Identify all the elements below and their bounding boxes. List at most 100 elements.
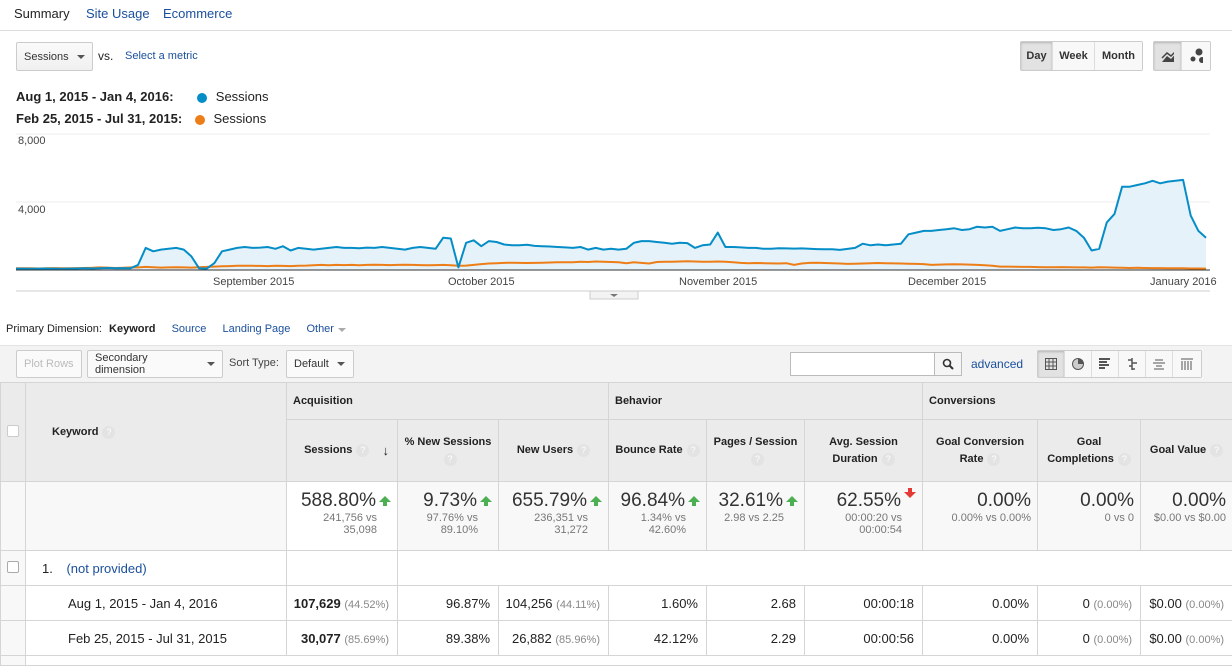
tab-site-usage[interactable]: Site Usage	[86, 6, 150, 21]
column-header-pages-session[interactable]: Pages / Session?	[707, 420, 805, 482]
help-icon[interactable]: ?	[444, 453, 457, 466]
sessions-chart: 8,000 4,000 September 2015 October 2015 …	[0, 130, 1232, 300]
sort-type-value: Default	[294, 358, 329, 370]
group-conversions: Conversions	[923, 383, 1232, 420]
table-toolbar: Plot Rows Secondary dimension Sort Type:…	[0, 345, 1232, 383]
next-row	[26, 656, 1232, 666]
primary-dimension-label: Primary Dimension:	[6, 323, 102, 335]
summary-detail: 97.76% vs 89.10%	[402, 512, 492, 536]
week-button[interactable]: Week	[1053, 42, 1095, 70]
metric-select[interactable]: Sessions	[16, 42, 93, 71]
pie-view-icon[interactable]	[1065, 351, 1092, 377]
motion-chart-icon[interactable]	[1182, 42, 1210, 70]
help-icon[interactable]: ?	[1210, 444, 1223, 457]
summary-change-value: 0.00%	[1080, 490, 1134, 511]
pages-value: 2.29	[771, 631, 796, 646]
search-icon	[942, 358, 954, 370]
summary-change: 32.61%	[711, 490, 798, 512]
new_users_pct: (85.96%)	[555, 634, 600, 646]
legend-series: Sessions	[216, 89, 269, 104]
column-header--new-sessions[interactable]: % New Sessions?	[398, 420, 499, 482]
help-icon[interactable]: ?	[751, 453, 764, 466]
comparison-view-icon[interactable]	[1119, 351, 1146, 377]
sort-type-select[interactable]: Default	[286, 350, 354, 378]
summary-change: 655.79%	[503, 490, 602, 512]
summary-detail: 2.98 vs 2.25	[711, 512, 798, 524]
sort-descending-icon[interactable]: ↓	[383, 442, 390, 459]
legend-dot-blue	[197, 93, 207, 103]
select-all-checkbox[interactable]	[7, 425, 19, 437]
value_pct: (0.00%)	[1186, 599, 1225, 611]
column-header-goal-value[interactable]: Goal Value?	[1141, 420, 1232, 482]
help-icon[interactable]: ?	[356, 444, 369, 457]
duration-value: 00:00:56	[863, 631, 914, 646]
dimension-source[interactable]: Source	[172, 323, 207, 335]
dimension-other[interactable]: Other	[306, 323, 334, 335]
chart-type-toggle	[1153, 41, 1211, 71]
dimension-landing-page[interactable]: Landing Page	[222, 323, 290, 335]
summary-detail: 241,756 vs 35,098	[291, 512, 391, 536]
column-header-goal-conversion-rate[interactable]: Goal Conversion Rate?	[923, 420, 1038, 482]
keyword-header[interactable]: Keyword?	[26, 383, 287, 482]
value-value: $0.00	[1149, 631, 1182, 646]
help-icon[interactable]: ?	[1118, 453, 1131, 466]
summary-detail: $0.00 vs $0.00	[1145, 512, 1226, 524]
summary-change: 0.00%	[1145, 490, 1226, 512]
summary-change: 0.00%	[1042, 490, 1134, 512]
select-metric-link[interactable]: Select a metric	[125, 50, 198, 62]
performance-view-icon[interactable]	[1092, 351, 1119, 377]
conv-value: 0.00%	[992, 631, 1029, 646]
pivot-view-icon[interactable]	[1173, 351, 1201, 377]
column-header-goal-completions[interactable]: Goal Completions?	[1038, 420, 1141, 482]
advanced-filter-link[interactable]: advanced	[971, 357, 1023, 371]
help-icon[interactable]: ?	[687, 444, 700, 457]
help-icon[interactable]: ?	[987, 453, 1000, 466]
sessions-cell: 107,629 (44.52%)	[287, 586, 398, 621]
help-icon[interactable]: ?	[882, 453, 895, 466]
summary-detail: 0.00% vs 0.00%	[927, 512, 1031, 524]
summary-check-cell	[1, 482, 26, 551]
line-chart-icon[interactable]	[1154, 42, 1182, 70]
trend-up-icon	[590, 496, 602, 502]
day-button[interactable]: Day	[1021, 42, 1053, 70]
bounce-cell: 1.60%	[609, 586, 707, 621]
keyword-link[interactable]: (not provided)	[66, 561, 146, 576]
month-button[interactable]: Month	[1095, 42, 1142, 70]
column-header-bounce-rate[interactable]: Bounce Rate?	[609, 420, 707, 482]
summary-cell: 9.73%97.76% vs 89.10%	[398, 482, 499, 551]
bounce-cell: 42.12%	[609, 621, 707, 656]
summary-change-value: 0.00%	[1172, 490, 1226, 511]
term-cloud-icon[interactable]	[1146, 351, 1173, 377]
table-search-input[interactable]	[790, 352, 935, 376]
help-icon[interactable]: ?	[577, 444, 590, 457]
summary-cell: 0.00%0.00% vs 0.00%	[923, 482, 1038, 551]
x-tick-label: November 2015	[679, 276, 757, 288]
pages-value: 2.68	[771, 596, 796, 611]
value-cell: $0.00 (0.00%)	[1141, 586, 1232, 621]
column-label: New Users	[517, 444, 573, 456]
plot-rows-button[interactable]: Plot Rows	[16, 350, 82, 378]
column-header-sessions[interactable]: ↓Sessions?	[287, 420, 398, 482]
secondary-dimension-select[interactable]: Secondary dimension	[87, 350, 223, 378]
summary-change-value: 32.61%	[719, 490, 783, 511]
tab-ecommerce[interactable]: Ecommerce	[163, 6, 232, 21]
column-header-new-users[interactable]: New Users?	[499, 420, 609, 482]
column-header-avg-session-duration[interactable]: Avg. Session Duration?	[805, 420, 923, 482]
dimension-keyword[interactable]: Keyword	[109, 323, 155, 335]
help-icon[interactable]: ?	[102, 426, 115, 439]
sessions-value: 30,077	[301, 631, 341, 646]
summary-change-value: 655.79%	[512, 490, 587, 511]
sessions-cell: 30,077 (85.69%)	[287, 621, 398, 656]
summary-cell: 588.80%241,756 vs 35,098	[287, 482, 398, 551]
table-view-icon[interactable]	[1038, 351, 1065, 377]
completions-value: 0	[1083, 631, 1090, 646]
new_users-cell: 26,882 (85.96%)	[499, 621, 609, 656]
search-button[interactable]	[934, 352, 962, 376]
row-check-cell	[1, 586, 26, 621]
tab-summary[interactable]: Summary	[14, 6, 70, 21]
sessions-value: 107,629	[294, 596, 341, 611]
trend-up-icon	[379, 496, 391, 502]
summary-cell: 0.00%0 vs 0	[1038, 482, 1141, 551]
trend-up-icon	[786, 496, 798, 502]
row-checkbox[interactable]	[7, 561, 19, 573]
